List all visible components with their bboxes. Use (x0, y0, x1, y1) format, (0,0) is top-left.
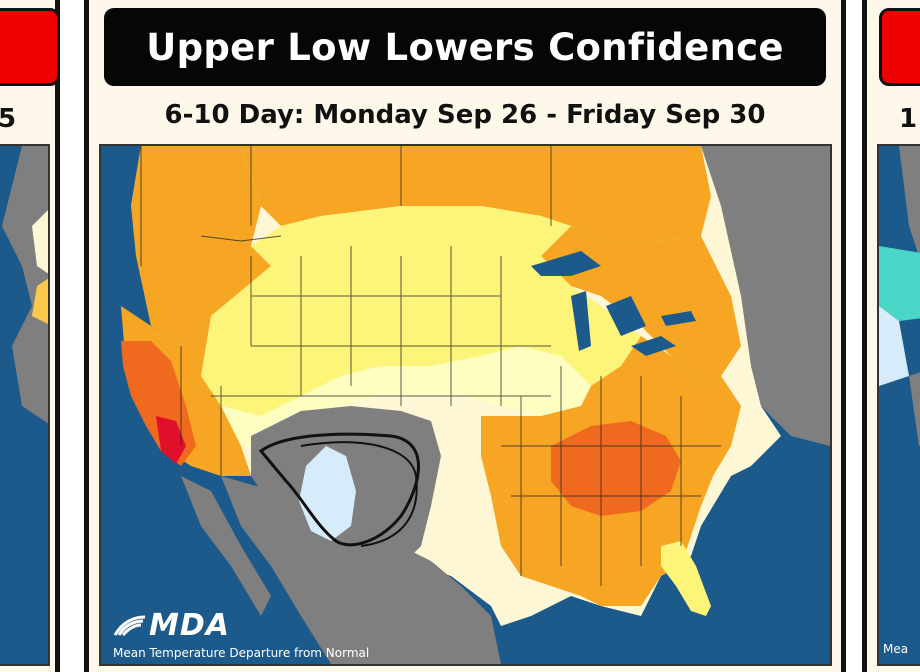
great-lakes (531, 251, 696, 356)
canada-east-gray (691, 146, 830, 446)
baja-gray (181, 476, 271, 616)
northern-plains-yellow (201, 206, 641, 416)
right-caption-fragment: Mea (883, 642, 909, 656)
upper-low-contour (258, 432, 420, 547)
temperature-departure-map: MDA Mean Temperature Departure from Norm… (99, 144, 832, 666)
southeast-orange-red (551, 421, 681, 516)
state-boundaries (140, 146, 721, 586)
mexico-gray (221, 476, 501, 664)
west-orange (131, 146, 271, 346)
left-subtitle-fragment: 5 (0, 104, 17, 134)
map-caption: Mean Temperature Departure from Normal (113, 646, 370, 660)
socal-red (156, 416, 186, 464)
left-panel: 5 (0, 0, 60, 672)
mda-logo: MDA (113, 608, 230, 643)
right-title-bar (879, 8, 920, 86)
north-canada-orange (241, 146, 711, 246)
left-map-thumb (0, 144, 50, 666)
forecast-period-subtitle: 6-10 Day: Monday Sep 26 - Friday Sep 30 (164, 100, 766, 130)
mda-logo-text: MDA (149, 608, 230, 643)
florida-yellow (661, 541, 711, 616)
map-svg (101, 146, 830, 664)
right-map-thumb: Mea (877, 144, 920, 666)
right-subtitle-fragment: 1 (899, 104, 918, 134)
page-title: Upper Low Lowers Confidence (104, 8, 826, 86)
upper-low-outer-contour (300, 441, 418, 547)
right-panel: 1 Mea (862, 0, 920, 672)
left-title-bar (0, 8, 60, 86)
mda-logo-mark-icon (113, 615, 146, 636)
center-panel: Upper Low Lowers Confidence 6-10 Day: Mo… (84, 0, 846, 672)
